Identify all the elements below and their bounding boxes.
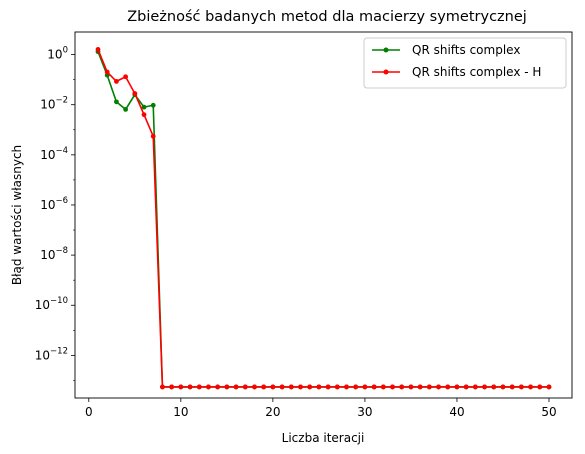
data-point [408, 384, 414, 390]
plot-area: 0 10 20 30 40 50 100 10−2 10−4 10−6 10−8 10−10 10−1… [35, 31, 573, 419]
data-point [362, 384, 368, 390]
data-point [270, 384, 276, 390]
series-layer [95, 47, 552, 390]
x-tick-label: 30 [357, 405, 372, 419]
y-tick-label: 10−4 [40, 146, 68, 162]
y-axis-label: Błąd wartości własnych [10, 145, 24, 285]
data-point [344, 384, 349, 390]
data-point [491, 384, 497, 390]
data-point [215, 384, 221, 390]
data-point [114, 99, 119, 105]
data-point [261, 384, 267, 390]
data-point [528, 384, 533, 390]
data-point [371, 384, 377, 390]
legend-label: QR shifts complex - H [412, 65, 541, 79]
data-point [454, 384, 460, 390]
data-point [509, 384, 515, 390]
data-point [123, 74, 129, 80]
y-tick-label: 10−12 [35, 346, 68, 362]
series-line-0 [97, 51, 549, 388]
data-point [546, 384, 552, 390]
data-point [537, 384, 543, 390]
y-tick-label: 10−6 [40, 196, 68, 212]
data-point [436, 384, 441, 390]
data-point [104, 69, 110, 75]
x-tick-label: 20 [265, 405, 280, 419]
data-point [196, 384, 202, 390]
data-point [390, 384, 395, 390]
data-point [472, 384, 478, 390]
data-point [463, 384, 469, 390]
legend-label: QR shifts complex [412, 43, 520, 57]
y-tick-label: 10−2 [40, 96, 68, 112]
data-point [316, 384, 322, 390]
axes-frame [74, 31, 573, 399]
data-point [132, 91, 138, 96]
legend: QR shifts complex QR shifts complex - H [363, 37, 567, 89]
data-point [426, 384, 432, 390]
data-point [288, 384, 294, 390]
data-point [141, 112, 147, 118]
data-point [252, 384, 257, 390]
series-line-1 [97, 49, 549, 388]
legend-entry: QR shifts complex - H [372, 65, 541, 79]
data-point [150, 133, 156, 139]
x-axis-label: Liczba iteracji [282, 431, 365, 445]
data-point [187, 384, 193, 390]
data-point [334, 384, 340, 390]
chart-title: Zbieżność badanych metod dla macierzy sy… [127, 9, 527, 25]
data-point [380, 384, 386, 390]
data-point [279, 384, 285, 390]
data-point [233, 384, 239, 390]
data-point [500, 384, 506, 390]
data-point [417, 384, 423, 390]
data-point [399, 384, 405, 390]
y-tick-label: 10−10 [35, 296, 68, 312]
x-tick-label: 40 [449, 405, 464, 419]
data-point [298, 384, 303, 390]
data-point [95, 47, 101, 52]
y-tick-label: 10−8 [40, 246, 68, 262]
x-axis: 0 10 20 30 40 50 [85, 398, 557, 419]
x-tick-label: 0 [85, 405, 93, 419]
data-point [445, 384, 451, 390]
data-point [518, 384, 524, 390]
data-point [150, 102, 156, 108]
y-axis: 100 10−2 10−4 10−6 10−8 10−10 10−12 [35, 46, 75, 381]
data-point [242, 384, 248, 390]
data-point [169, 384, 175, 390]
y-tick-label: 100 [47, 46, 68, 62]
x-tick-label: 50 [541, 405, 556, 419]
data-point [353, 384, 359, 390]
data-point [482, 384, 487, 390]
data-point [307, 384, 313, 390]
data-point [114, 79, 119, 84]
data-point [160, 384, 165, 390]
data-point [141, 104, 147, 110]
data-point [325, 384, 331, 390]
legend-frame [363, 37, 567, 89]
x-tick-label: 10 [173, 405, 188, 419]
legend-marker [383, 69, 389, 75]
data-point [123, 106, 129, 112]
legend-marker [383, 47, 389, 53]
data-point [224, 384, 230, 390]
data-point [206, 384, 211, 390]
data-point [178, 384, 184, 390]
legend-entry: QR shifts complex [372, 43, 520, 57]
